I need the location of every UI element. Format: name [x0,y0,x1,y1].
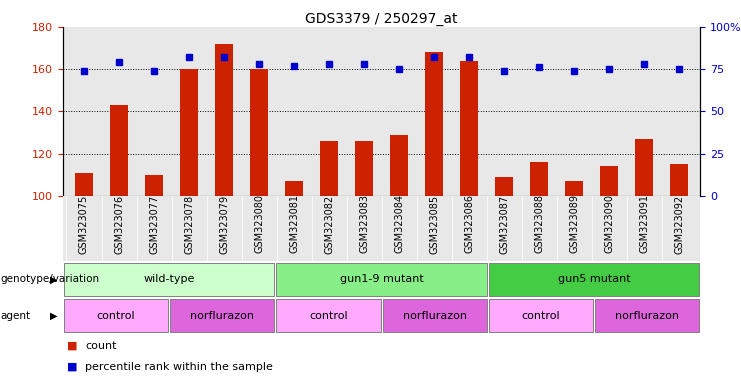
Text: percentile rank within the sample: percentile rank within the sample [85,362,273,372]
Bar [180,69,198,196]
Bar [320,141,338,196]
Text: genotype/variation: genotype/variation [0,274,99,285]
Bar [636,139,653,196]
Bar [460,61,478,196]
Bar [76,173,93,196]
Bar [531,162,548,196]
Bar [356,141,373,196]
Text: control: control [309,311,348,321]
Bar [170,300,274,332]
Bar [276,300,381,332]
Bar [489,300,593,332]
Bar [110,105,127,196]
Text: count: count [85,341,117,351]
Bar [489,263,700,296]
Bar [285,181,303,196]
Text: norflurazon: norflurazon [615,311,679,321]
Bar [425,52,443,196]
Text: ■: ■ [67,362,77,372]
Text: ▶: ▶ [50,311,58,321]
Title: GDS3379 / 250297_at: GDS3379 / 250297_at [305,12,458,26]
Text: ■: ■ [67,341,77,351]
Text: ▶: ▶ [50,274,58,285]
Text: norflurazon: norflurazon [190,311,254,321]
Text: norflurazon: norflurazon [402,311,467,321]
Bar [64,300,168,332]
Bar [391,135,408,196]
Text: gun1-9 mutant: gun1-9 mutant [339,274,424,285]
Text: control: control [522,311,560,321]
Bar [595,300,700,332]
Text: gun5 mutant: gun5 mutant [558,274,631,285]
Bar [64,263,274,296]
Bar [565,181,583,196]
Bar [496,177,513,196]
Text: wild-type: wild-type [144,274,195,285]
Bar [276,263,487,296]
Bar [382,300,487,332]
Bar [145,175,163,196]
Text: agent: agent [0,311,30,321]
Text: control: control [97,311,136,321]
Bar [671,164,688,196]
Bar [600,166,618,196]
Bar [216,44,233,196]
Bar [250,69,268,196]
